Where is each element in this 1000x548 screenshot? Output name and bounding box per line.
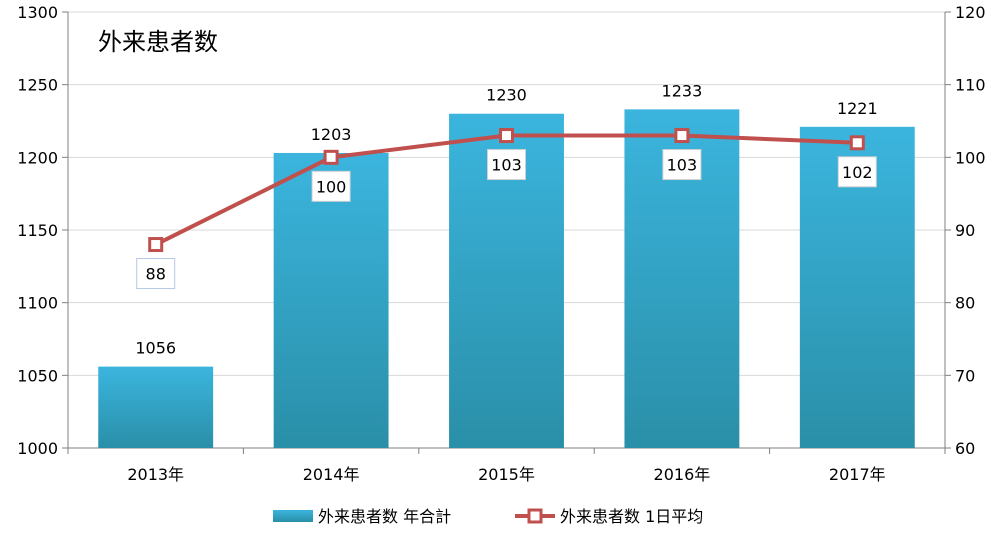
x-tick-label: 2015年 xyxy=(478,465,535,484)
left-tick-label: 1200 xyxy=(17,148,58,167)
line-marker xyxy=(674,128,690,144)
x-tick-label: 2017年 xyxy=(829,465,886,484)
bar-value-label: 1230 xyxy=(486,86,527,105)
data-labels: 1056 1203 1230 1233 1221 88 100 103 103 102 xyxy=(135,81,877,357)
line-marker xyxy=(849,135,865,151)
x-tick-label: 2014年 xyxy=(303,465,360,484)
left-tick-label: 1100 xyxy=(17,294,58,313)
left-tick-label: 1000 xyxy=(17,439,58,458)
right-tick-label: 120 xyxy=(955,3,986,22)
legend-line-marker xyxy=(527,508,543,524)
line-value-label: 103 xyxy=(491,156,522,175)
legend-line-label: 外来患者数 1日平均 xyxy=(560,507,703,526)
right-tick-label: 90 xyxy=(955,221,975,240)
legend: 外来患者数 年合計 外来患者数 1日平均 xyxy=(273,507,703,526)
chart-title: 外来患者数 xyxy=(98,28,218,56)
bar xyxy=(273,152,389,448)
left-tick-label: 1050 xyxy=(17,366,58,385)
line-value-label: 100 xyxy=(316,177,347,196)
bar-value-label: 1221 xyxy=(837,99,878,118)
left-tick-label: 1250 xyxy=(17,76,58,95)
bar xyxy=(98,366,214,448)
line-value-box xyxy=(662,149,702,181)
bar-series xyxy=(98,109,915,449)
right-tick-label: 110 xyxy=(955,76,986,95)
right-tick-label: 70 xyxy=(955,366,975,385)
right-tick-label: 80 xyxy=(955,294,975,313)
left-tick-label: 1150 xyxy=(17,221,58,240)
line-value-box xyxy=(487,149,526,181)
x-tick-label: 2013年 xyxy=(127,465,184,484)
line-value-label: 103 xyxy=(667,156,698,175)
right-tick-label: 100 xyxy=(955,148,986,167)
legend-bar-swatch xyxy=(273,510,313,522)
line-marker xyxy=(323,149,339,165)
left-tick-label: 1300 xyxy=(17,3,58,22)
bar-value-label: 1056 xyxy=(135,339,176,358)
line-value-label: 102 xyxy=(842,163,873,182)
line-marker xyxy=(499,128,514,144)
line-value-label: 88 xyxy=(146,265,166,284)
bar-value-label: 1203 xyxy=(311,125,352,144)
line-marker xyxy=(148,237,164,253)
line-value-box xyxy=(311,170,351,202)
right-tick-label: 60 xyxy=(955,439,975,458)
line-value-box xyxy=(136,258,176,290)
line-series xyxy=(148,128,865,253)
line-value-box xyxy=(837,156,877,188)
axes: 1000105011001150120012501300607080901001… xyxy=(17,3,985,484)
legend-bar-label: 外来患者数 年合計 xyxy=(318,507,451,526)
bar-value-label: 1233 xyxy=(662,81,703,100)
x-tick-label: 2016年 xyxy=(654,465,711,484)
